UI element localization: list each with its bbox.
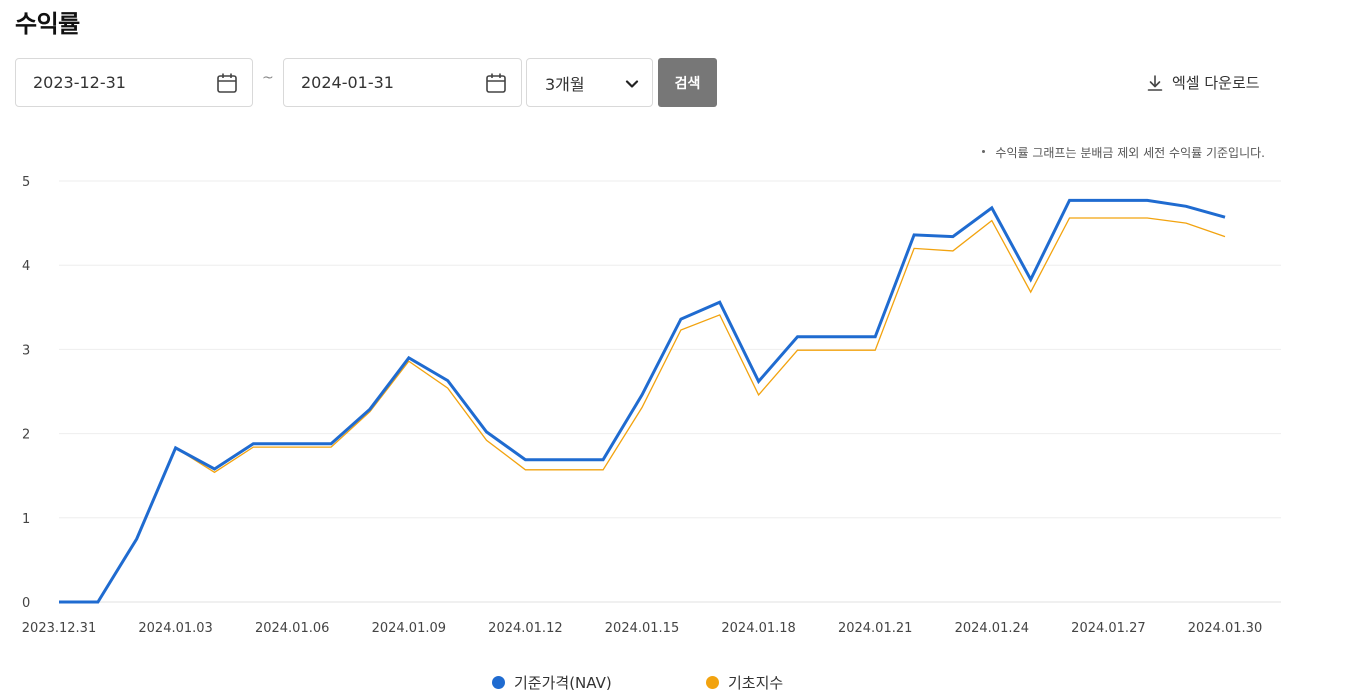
x-tick-label-2024.01.09: 2024.01.09: [372, 621, 446, 636]
x-tick-label-2024.01.18: 2024.01.18: [721, 621, 795, 636]
excel-download-button[interactable]: 엑셀 다운로드: [1146, 72, 1260, 93]
x-tick-label-2024.01.15: 2024.01.15: [605, 621, 679, 636]
search-button[interactable]: 검색: [658, 58, 717, 107]
legend-label-base-index: 기초지수: [728, 674, 784, 692]
x-tick-label-2024.01.21: 2024.01.21: [838, 621, 912, 636]
x-tick-label-2024.01.24: 2024.01.24: [955, 621, 1029, 636]
y-tick-label-2: 2: [22, 428, 30, 443]
y-tick-label-3: 3: [22, 343, 30, 358]
returns-line-chart: 0 1 2 3 4 5 2023.12.31 2024.01.03 2024.01.06 2024…: [22, 175, 1281, 636]
end-date-value: 2024-01-31: [301, 73, 394, 92]
excel-download-label: 엑셀 다운로드: [1172, 74, 1260, 92]
x-tick-label-2024.01.03: 2024.01.03: [138, 621, 212, 636]
start-date-value: 2023-12-31: [33, 73, 126, 92]
legend-dot-nav: [492, 676, 505, 689]
x-tick-label-2023.12.31: 2023.12.31: [22, 621, 96, 636]
y-tick-label-4: 4: [22, 259, 30, 274]
start-date-field[interactable]: 2023-12-31: [15, 58, 253, 107]
legend-item-base-index[interactable]: 기초지수: [706, 672, 783, 693]
period-select[interactable]: 3개월: [526, 58, 653, 107]
chart-note: 수익률 그래프는 분배금 제외 세전 수익률 기준입니다.: [982, 144, 1265, 161]
calendar-icon[interactable]: [484, 71, 508, 95]
legend-dot-base-index: [706, 676, 719, 689]
x-tick-label-2024.01.30: 2024.01.30: [1188, 621, 1262, 636]
y-tick-label-1: 1: [22, 512, 30, 527]
legend-item-nav[interactable]: 기준가격(NAV): [492, 672, 612, 693]
x-tick-label-2024.01.12: 2024.01.12: [488, 621, 562, 636]
calendar-icon[interactable]: [215, 71, 239, 95]
y-tick-label-5: 5: [22, 175, 30, 190]
x-tick-label-2024.01.06: 2024.01.06: [255, 621, 329, 636]
x-tick-label-2024.01.27: 2024.01.27: [1071, 621, 1145, 636]
y-tick-label-0: 0: [22, 596, 30, 611]
end-date-field[interactable]: 2024-01-31: [283, 58, 522, 107]
bullet-icon: [982, 150, 986, 153]
chart-legend: 기준가격(NAV) 기초지수: [0, 672, 1345, 696]
series-line-base-index: [59, 217, 1226, 603]
chevron-down-icon: [625, 80, 639, 88]
download-icon: [1147, 74, 1163, 91]
period-select-value: 3개월: [545, 74, 585, 94]
legend-label-nav: 기준가격(NAV): [514, 674, 612, 692]
series-line-nav: [59, 198, 1226, 604]
chart-note-text: 수익률 그래프는 분배금 제외 세전 수익률 기준입니다.: [995, 146, 1265, 160]
date-range-separator: ~: [262, 70, 274, 86]
page-title: 수익률: [15, 10, 80, 38]
